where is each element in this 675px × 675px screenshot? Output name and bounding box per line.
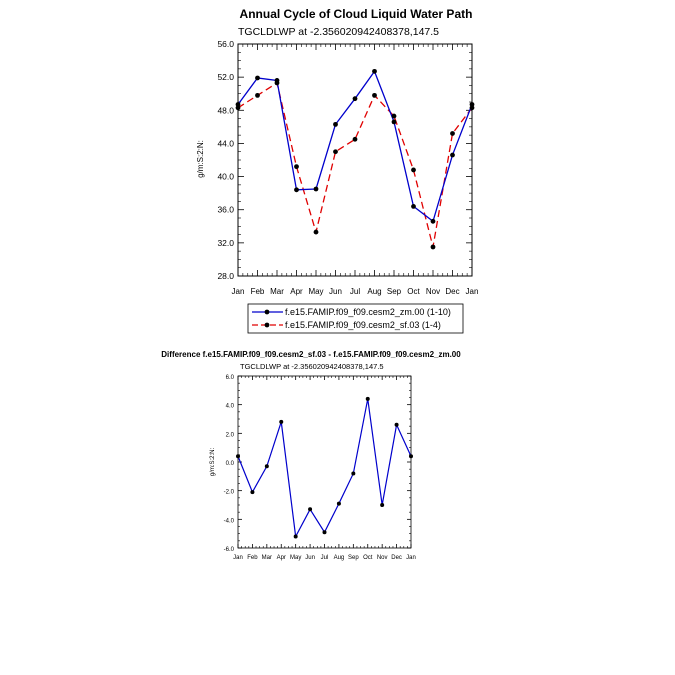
data-point-s0-8 (391, 119, 397, 125)
data-point-s1-9 (411, 167, 416, 173)
x-tick-label: Jun (329, 287, 342, 296)
data-point-s0-6 (322, 530, 327, 535)
legend-marker-zm (264, 309, 270, 315)
y-tick-label: -4.0 (224, 518, 235, 524)
data-point-s0-12 (469, 102, 475, 107)
chart1-legend: f.e15.FAMIP.f09_f09.cesm2_zm.00 (1-10) f… (247, 303, 464, 334)
y-tick-label: 44.0 (217, 138, 234, 148)
data-point-s0-3 (279, 419, 284, 424)
data-point-s1-3 (294, 164, 299, 170)
y-tick-label: 6.0 (226, 375, 235, 381)
legend-label-zm: f.e15.FAMIP.f09_f09.cesm2_zm.00 (1-10) (285, 307, 451, 317)
y-tick-label: 40.0 (217, 172, 234, 182)
data-point-s1-11 (450, 131, 455, 136)
x-tick-label: Feb (247, 555, 258, 561)
data-point-s0-7 (336, 501, 341, 506)
legend-box (247, 303, 464, 334)
x-tick-label: Sep (348, 555, 359, 561)
series-line-1 (237, 81, 473, 248)
data-point-s1-7 (372, 92, 377, 98)
data-point-s1-8 (391, 113, 397, 119)
x-tick-label: Jan (406, 555, 416, 561)
chart1-ylabel: g/m:S:2:N: (196, 140, 205, 178)
x-tick-label: Apr (277, 555, 286, 561)
data-point-s0-2 (264, 464, 269, 469)
chart1-subtitle: TGCLDLWP at -2.356020942408378,147.5 (238, 26, 439, 38)
annual-cycle-chart: Annual Cycle of Cloud Liquid Water Path … (196, 7, 479, 334)
y-tick-label: 52.0 (217, 72, 234, 82)
x-tick-label: Nov (426, 287, 440, 296)
x-tick-label: Dec (391, 555, 402, 561)
x-tick-label: May (308, 287, 323, 296)
x-tick-label: Oct (363, 555, 373, 561)
chart2-plot-frame (237, 375, 412, 549)
y-tick-label: 32.0 (217, 238, 234, 248)
data-point-s1-2 (274, 80, 280, 86)
x-tick-label: Jan (233, 555, 243, 561)
x-tick-label: Oct (407, 287, 420, 296)
y-tick-label: 36.0 (217, 205, 234, 215)
data-point-s1-5 (333, 149, 338, 155)
data-point-s0-4 (313, 186, 319, 192)
x-tick-label: Aug (367, 287, 381, 296)
data-point-s1-10 (430, 244, 436, 250)
data-point-s0-1 (250, 490, 255, 495)
x-tick-label: Jan (232, 287, 245, 296)
difference-chart: Difference f.e15.FAMIP.f09_f09.cesm2_sf.… (161, 350, 461, 561)
data-point-s0-8 (351, 471, 356, 476)
y-tick-label: 56.0 (217, 39, 234, 49)
chart2-subtitle: TGCLDLWP at -2.356020942408378,147.5 (240, 362, 384, 371)
x-tick-label: May (290, 555, 301, 561)
x-tick-label: Mar (270, 287, 284, 296)
data-point-s0-6 (352, 96, 358, 102)
chart1-title: Annual Cycle of Cloud Liquid Water Path (240, 7, 473, 21)
data-point-s0-5 (333, 121, 338, 127)
data-point-s1-12 (469, 105, 475, 111)
y-tick-label: 48.0 (217, 105, 234, 115)
chart2-title: Difference f.e15.FAMIP.f09_f09.cesm2_sf.… (161, 350, 461, 359)
y-tick-label: -6.0 (224, 547, 235, 553)
data-point-s0-7 (372, 68, 377, 74)
data-point-s0-11 (394, 422, 399, 427)
data-point-s1-6 (352, 136, 358, 142)
data-point-s0-4 (293, 534, 298, 539)
y-tick-label: 28.0 (217, 271, 234, 281)
x-tick-label: Jun (305, 555, 315, 561)
x-tick-label: Mar (262, 555, 272, 561)
chart1-plot-frame (237, 43, 473, 277)
data-point-s0-10 (430, 218, 436, 224)
x-tick-label: Jul (321, 555, 329, 561)
legend-label-sf: f.e15.FAMIP.f09_f09.cesm2_sf.03 (1-4) (285, 320, 441, 330)
data-point-s0-5 (308, 507, 313, 512)
data-point-s1-0 (235, 105, 241, 111)
y-tick-label: 2.0 (226, 432, 235, 438)
x-tick-label: Aug (334, 555, 345, 561)
y-tick-label: 4.0 (226, 404, 235, 410)
x-tick-label: Dec (445, 287, 459, 296)
x-tick-label: Jul (350, 287, 360, 296)
data-point-s0-12 (409, 454, 413, 459)
data-point-s0-10 (380, 503, 385, 507)
x-tick-label: Feb (251, 287, 265, 296)
data-point-s1-4 (313, 229, 319, 235)
x-tick-label: Apr (290, 287, 303, 296)
data-point-s0-0 (235, 102, 241, 107)
data-point-s0-0 (236, 454, 240, 459)
data-point-s0-1 (255, 75, 260, 81)
series-line-0 (237, 398, 412, 539)
series-line-0 (237, 69, 473, 223)
x-tick-label: Sep (387, 287, 402, 296)
x-tick-label: Nov (377, 555, 388, 561)
y-tick-label: 0.0 (226, 461, 235, 467)
data-point-s0-9 (365, 396, 370, 401)
chart2-ylabel: g/m:S:2:N: (210, 447, 216, 476)
x-tick-label: Jan (466, 287, 479, 296)
y-tick-label: -2.0 (224, 490, 235, 496)
legend-marker-sf (264, 322, 270, 328)
data-point-s0-11 (450, 152, 455, 158)
data-point-s0-9 (411, 204, 416, 209)
data-point-s1-1 (255, 92, 260, 98)
data-point-s0-3 (294, 187, 299, 193)
